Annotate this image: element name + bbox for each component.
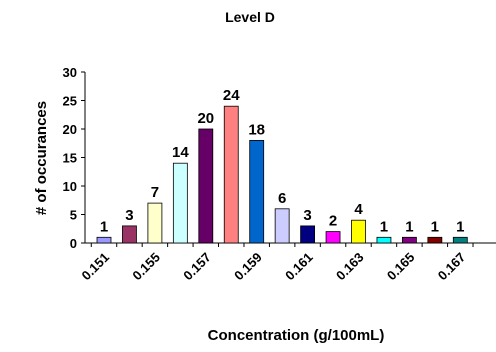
data-label: 20 <box>197 110 214 127</box>
data-label: 14 <box>172 144 189 161</box>
x-tick-label: 0.155 <box>129 250 163 284</box>
data-label: 1 <box>431 218 439 235</box>
bar <box>274 208 290 244</box>
bar <box>300 225 316 244</box>
data-label: 24 <box>223 87 240 104</box>
y-tick-label: 10 <box>63 179 77 194</box>
data-label: 1 <box>100 218 108 235</box>
bar <box>122 225 137 244</box>
data-label: 18 <box>248 121 265 138</box>
data-label: 1 <box>405 218 413 235</box>
bar <box>198 128 214 244</box>
data-label: 1 <box>380 218 388 235</box>
y-tick-label: 5 <box>70 208 77 223</box>
data-label: 7 <box>151 184 159 201</box>
x-tick-label: 0.159 <box>231 250 265 284</box>
bar <box>325 231 341 244</box>
y-tick-label: 30 <box>63 65 77 80</box>
data-label: 1 <box>456 218 464 235</box>
x-tick-label: 0.151 <box>79 250 113 284</box>
y-tick-label: 15 <box>63 151 77 166</box>
bar <box>172 162 188 244</box>
x-tick-label: 0.163 <box>333 250 367 284</box>
bar <box>452 236 468 244</box>
bar <box>223 105 239 244</box>
bar <box>427 236 443 244</box>
x-tick-label: 0.161 <box>282 250 316 284</box>
bar <box>376 236 392 244</box>
chart-title: Level D <box>225 9 275 25</box>
y-tick-label: 20 <box>63 122 77 137</box>
y-axis-title: # of occurances <box>33 101 50 215</box>
data-label: 4 <box>354 201 363 218</box>
bar <box>401 236 417 244</box>
x-tick-label: 0.167 <box>435 250 469 284</box>
y-tick-label: 25 <box>63 94 77 109</box>
x-tick-label: 0.165 <box>384 250 418 284</box>
data-label: 3 <box>303 207 311 224</box>
bar <box>96 236 112 244</box>
y-tick-label: 0 <box>70 236 77 251</box>
data-label: 2 <box>329 213 337 230</box>
data-label: 6 <box>278 190 286 207</box>
x-tick-label: 0.157 <box>180 250 214 284</box>
bar <box>249 139 265 244</box>
data-label: 3 <box>125 207 133 224</box>
bar <box>351 219 366 244</box>
bar <box>147 202 163 244</box>
x-axis-title: Concentration (g/100mL) <box>208 327 385 344</box>
